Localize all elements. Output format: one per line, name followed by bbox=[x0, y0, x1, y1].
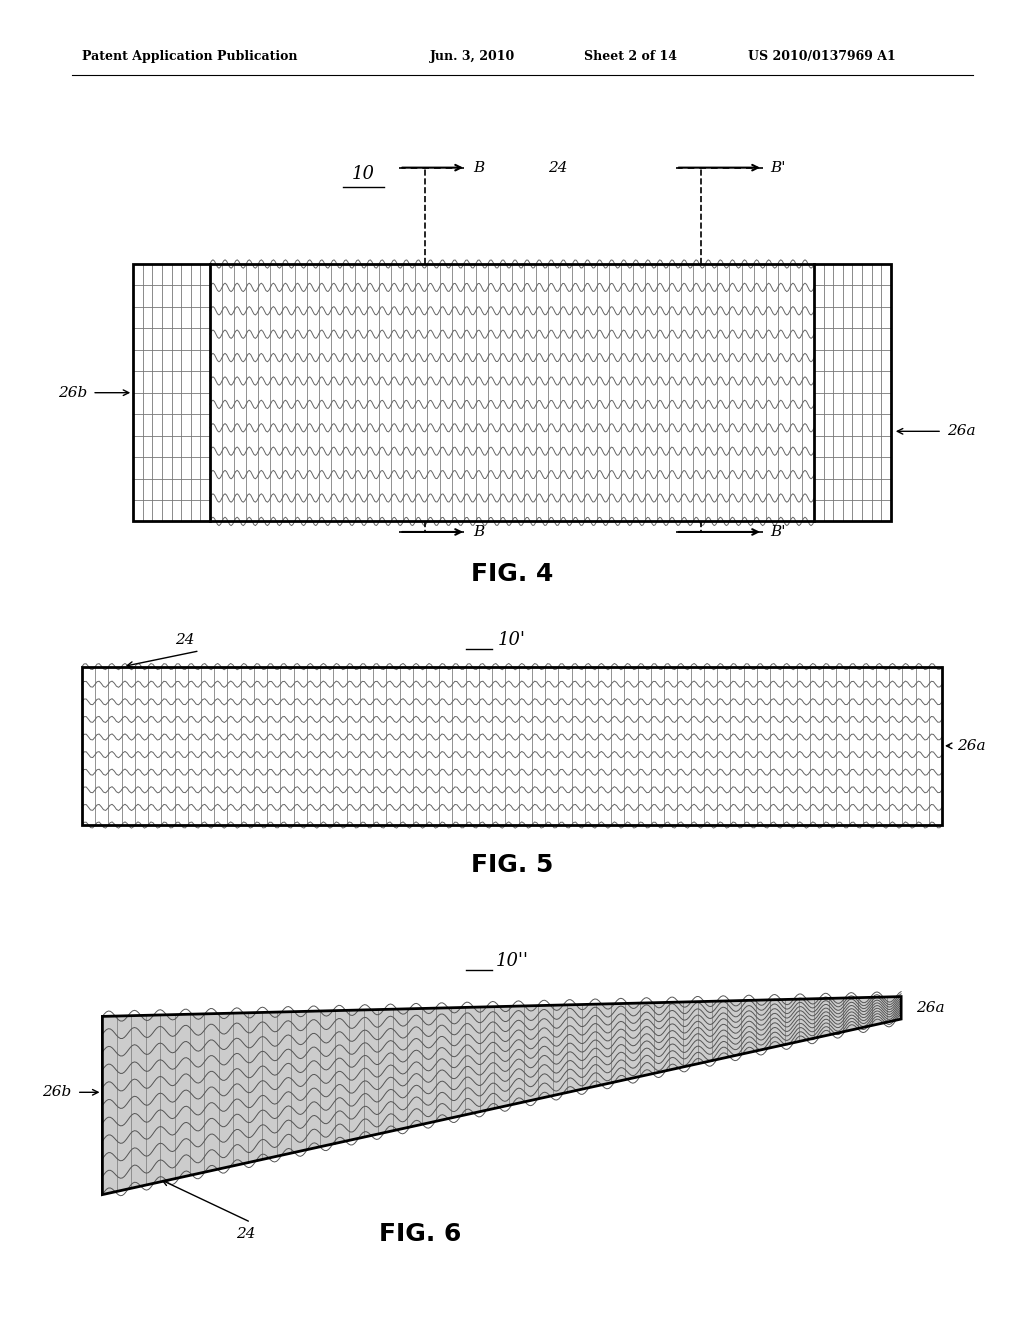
Text: FIG. 4: FIG. 4 bbox=[471, 562, 553, 586]
Text: Jun. 3, 2010: Jun. 3, 2010 bbox=[430, 50, 515, 63]
Text: 10: 10 bbox=[352, 165, 375, 183]
Text: B': B' bbox=[770, 525, 785, 539]
Text: 26a: 26a bbox=[916, 1001, 945, 1015]
Text: US 2010/0137969 A1: US 2010/0137969 A1 bbox=[748, 50, 895, 63]
Text: 10'': 10'' bbox=[496, 952, 528, 970]
Text: 24: 24 bbox=[548, 161, 567, 174]
Text: FIG. 6: FIG. 6 bbox=[379, 1222, 461, 1246]
Text: 26b: 26b bbox=[57, 385, 87, 400]
Bar bbox=[133, 264, 891, 521]
Text: Patent Application Publication: Patent Application Publication bbox=[82, 50, 297, 63]
Text: FIG. 5: FIG. 5 bbox=[471, 853, 553, 876]
Text: 24: 24 bbox=[236, 1228, 256, 1241]
Text: B': B' bbox=[770, 161, 785, 174]
Text: 10': 10' bbox=[498, 631, 526, 649]
Text: 26a: 26a bbox=[957, 739, 986, 752]
Text: B: B bbox=[473, 161, 484, 174]
Text: 26b: 26b bbox=[42, 1085, 72, 1100]
Polygon shape bbox=[102, 997, 901, 1195]
Text: B: B bbox=[473, 525, 484, 539]
Text: 24: 24 bbox=[174, 634, 195, 647]
Text: 26a: 26a bbox=[947, 424, 976, 438]
Text: Sheet 2 of 14: Sheet 2 of 14 bbox=[584, 50, 677, 63]
Bar bbox=[82, 667, 942, 825]
